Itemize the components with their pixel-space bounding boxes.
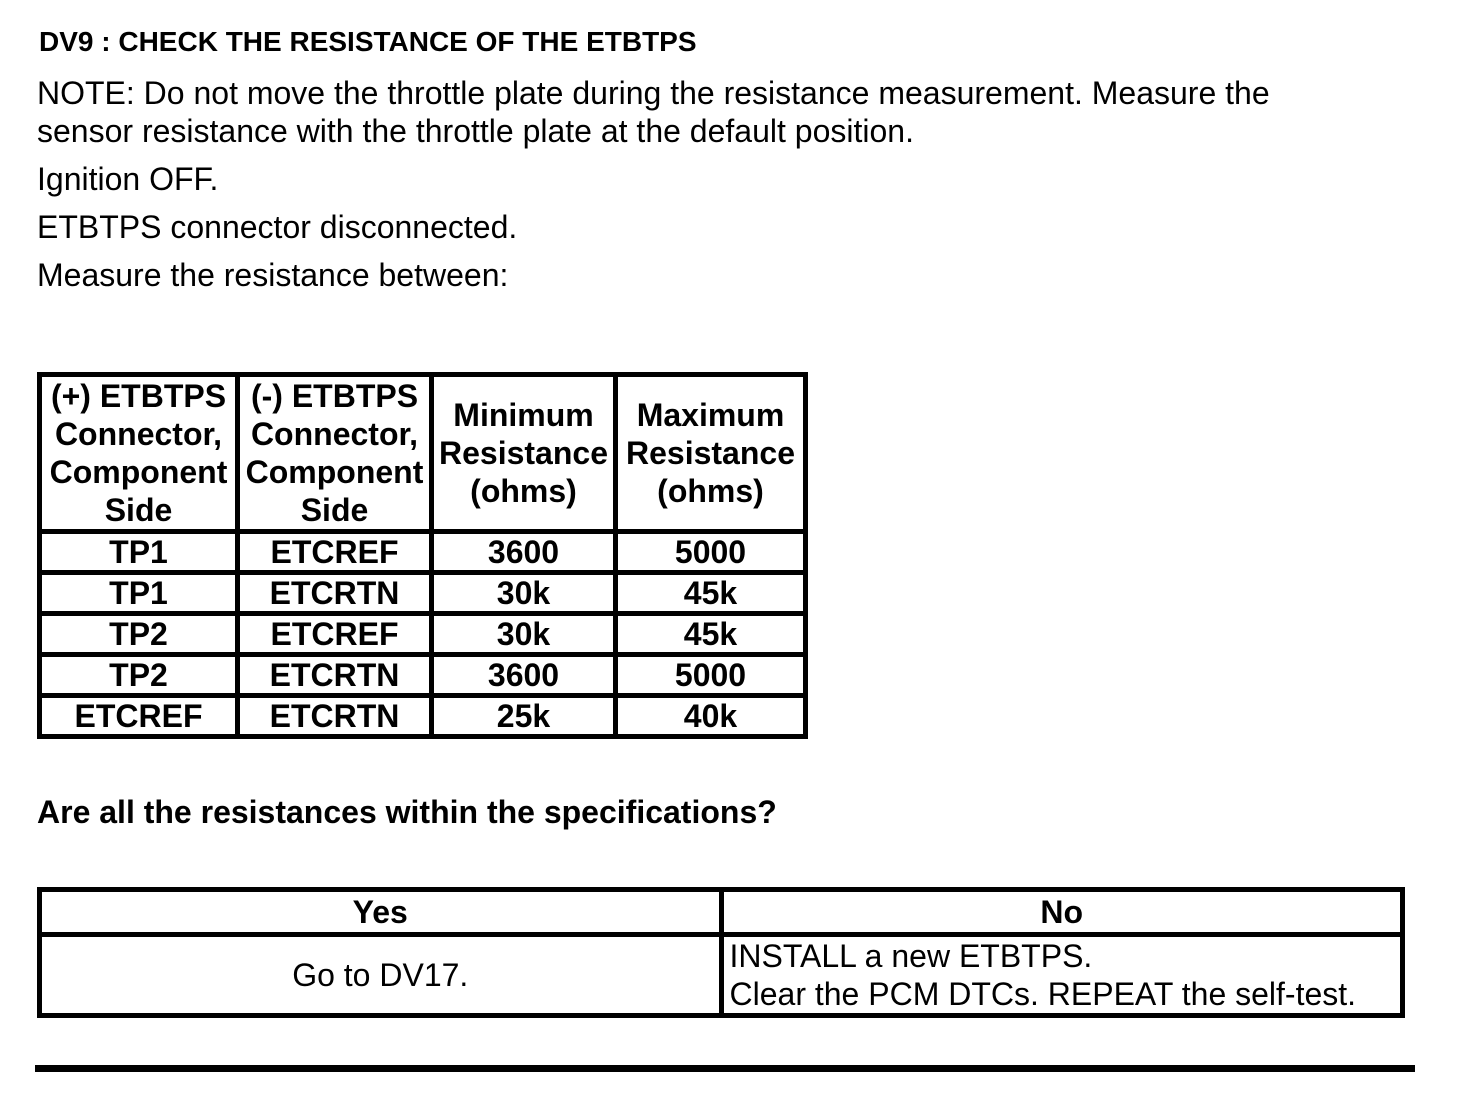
spec-cell: TP2 xyxy=(37,611,240,657)
note-text: NOTE: Do not move the throttle plate dur… xyxy=(37,75,1270,149)
spec-cell: 30k xyxy=(429,570,618,616)
decision-table: Yes No Go to DV17. INSTALL a new ETBTPS.… xyxy=(37,887,1405,1018)
spec-cell: ETCRTN xyxy=(235,693,434,739)
spec-cell: TP2 xyxy=(37,652,240,698)
bottom-rule xyxy=(35,1065,1415,1072)
no-header-cell: No xyxy=(718,887,1405,937)
spec-row: TP2 ETCREF 30k 45k xyxy=(37,611,808,657)
spec-row: ETCREF ETCRTN 25k 40k xyxy=(37,693,808,739)
spec-cell: ETCRTN xyxy=(235,652,434,698)
step-ignition-off: Ignition OFF. xyxy=(37,161,219,197)
no-action-line-1: INSTALL a new ETBTPS. xyxy=(729,938,1093,975)
spec-cell: 30k xyxy=(429,611,618,657)
spec-cell: ETCREF xyxy=(235,611,434,657)
spec-header-row: (+) ETBTPS Connector, Component Side (-)… xyxy=(37,372,808,534)
no-action-cell: INSTALL a new ETBTPS. Clear the PCM DTCs… xyxy=(718,932,1405,1018)
spec-cell: 45k xyxy=(613,570,808,616)
spec-cell: 40k xyxy=(613,693,808,739)
spec-header-positive-connector: (+) ETBTPS Connector, Component Side xyxy=(37,372,240,534)
yes-header-cell: Yes xyxy=(37,887,724,937)
spec-cell: ETCREF xyxy=(235,529,434,575)
spec-cell: ETCREF xyxy=(37,693,240,739)
spec-header-min-resistance: Minimum Resistance (ohms) xyxy=(429,372,618,534)
step-connector-disconnected: ETBTPS connector disconnected. xyxy=(37,209,518,245)
spec-cell: 5000 xyxy=(613,652,808,698)
spec-cell: 45k xyxy=(613,611,808,657)
resistance-spec-table: (+) ETBTPS Connector, Component Side (-)… xyxy=(37,372,808,739)
procedure-title: DV9 : CHECK THE RESISTANCE OF THE ETBTPS xyxy=(39,26,697,57)
question-text: Are all the resistances within the speci… xyxy=(37,794,777,830)
spec-row: TP2 ETCRTN 3600 5000 xyxy=(37,652,808,698)
spec-cell: 3600 xyxy=(429,652,618,698)
spec-cell: 5000 xyxy=(613,529,808,575)
spec-cell: TP1 xyxy=(37,529,240,575)
spec-header-max-resistance: Maximum Resistance (ohms) xyxy=(613,372,808,534)
spec-row: TP1 ETCRTN 30k 45k xyxy=(37,570,808,616)
decision-header-row: Yes No xyxy=(37,887,1405,937)
decision-action-row: Go to DV17. INSTALL a new ETBTPS. Clear … xyxy=(37,932,1405,1018)
spec-row: TP1 ETCREF 3600 5000 xyxy=(37,529,808,575)
spec-cell: 3600 xyxy=(429,529,618,575)
spec-cell: TP1 xyxy=(37,570,240,616)
step-measure-resistance: Measure the resistance between: xyxy=(37,257,509,293)
no-action-line-2: Clear the PCM DTCs. REPEAT the self-test… xyxy=(729,976,1357,1012)
spec-header-negative-connector: (-) ETBTPS Connector, Component Side xyxy=(235,372,434,534)
yes-action-cell: Go to DV17. xyxy=(37,932,724,1018)
spec-cell: ETCRTN xyxy=(235,570,434,616)
spec-cell: 25k xyxy=(429,693,618,739)
